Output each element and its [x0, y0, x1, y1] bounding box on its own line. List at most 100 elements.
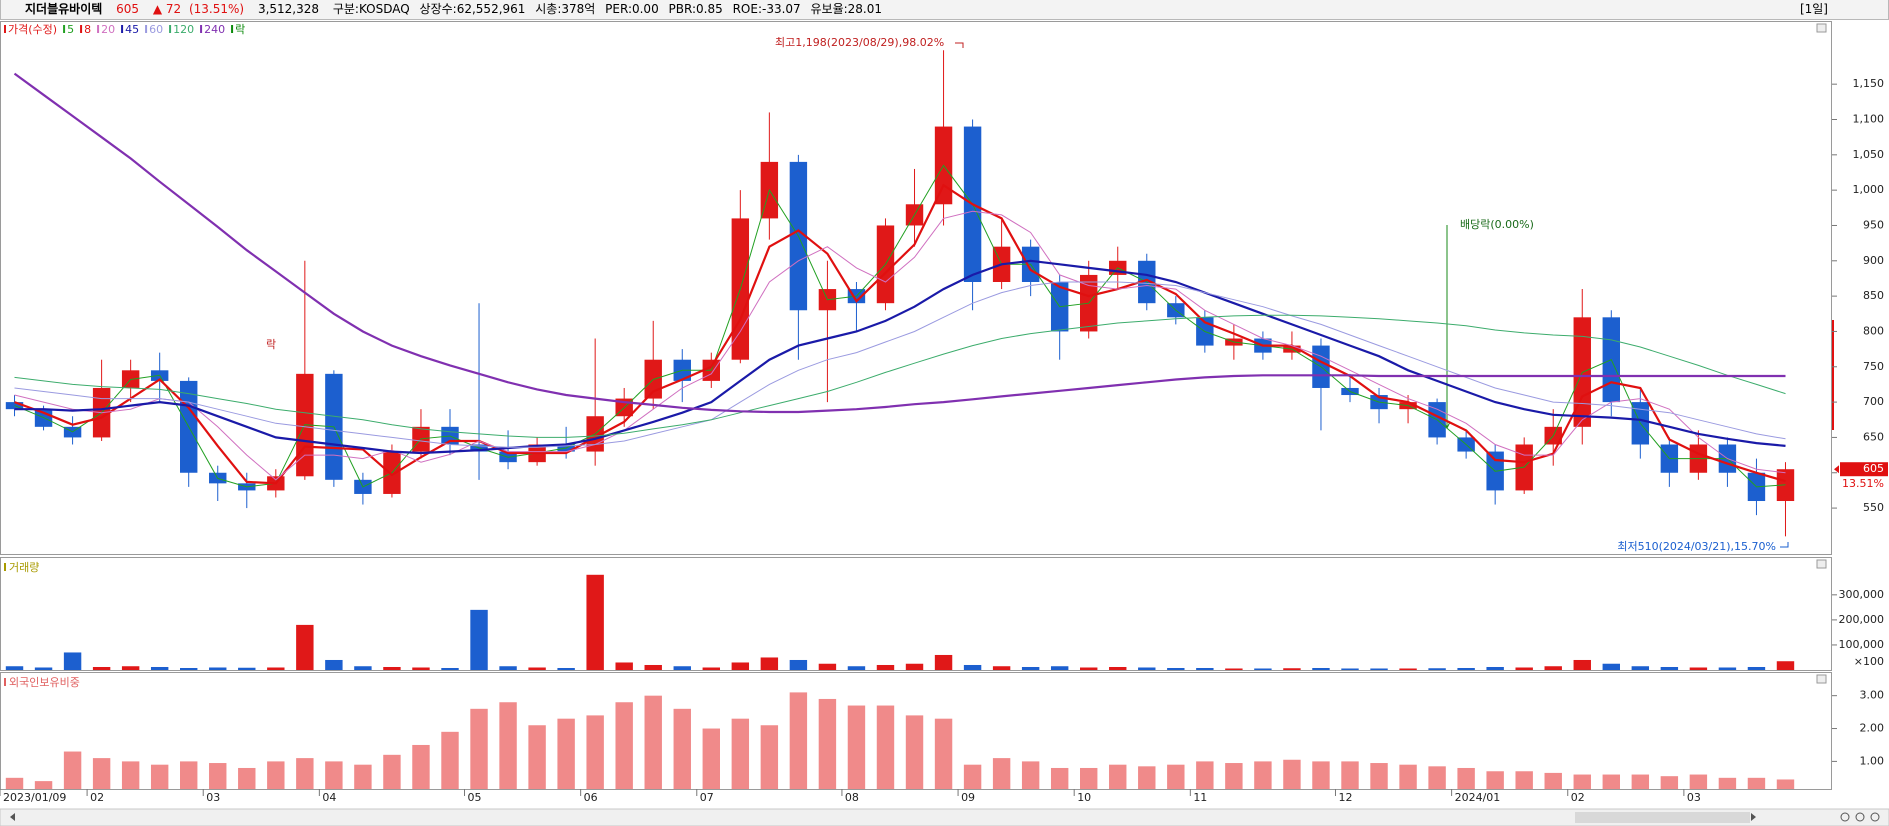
bar	[325, 659, 343, 670]
x-tick-label: 02	[90, 791, 104, 804]
bar	[1457, 767, 1475, 789]
bar	[499, 666, 517, 670]
bar	[238, 667, 256, 670]
bar	[876, 705, 895, 789]
pane-button[interactable]	[1816, 674, 1827, 684]
bar	[847, 705, 866, 789]
legend-swatch	[231, 25, 234, 33]
bar	[1747, 777, 1766, 789]
bar	[267, 667, 285, 670]
bar	[818, 698, 837, 789]
bar	[1399, 668, 1417, 670]
bar	[615, 702, 633, 789]
pane-button[interactable]	[1816, 23, 1827, 33]
bar	[1370, 668, 1388, 670]
bar	[528, 725, 546, 789]
bars	[5, 574, 1795, 670]
y-tick-label: 300,000	[1839, 588, 1885, 601]
bar	[1341, 761, 1359, 789]
ma-line	[14, 210, 1786, 481]
bar	[34, 667, 53, 670]
scroll-thumb[interactable]	[1575, 812, 1750, 823]
bar	[180, 761, 198, 789]
bar	[934, 654, 953, 670]
low-arrow	[1780, 542, 1789, 548]
bar	[1515, 771, 1533, 789]
volume-pane	[0, 557, 1832, 671]
stock-change-pct: (13.51%)	[188, 2, 245, 16]
bar	[354, 666, 372, 670]
bar	[557, 667, 575, 670]
bar	[1312, 667, 1330, 670]
x-tick-label: 2024/01	[1455, 791, 1501, 804]
last-price-label: 605	[1863, 462, 1884, 475]
bar	[1196, 761, 1214, 789]
period-button[interactable]: [1일]	[1799, 2, 1828, 16]
y-tick-label: 800	[1863, 324, 1884, 337]
y-tick-label: 650	[1863, 430, 1884, 443]
legend-swatch	[145, 25, 148, 33]
legend-label: 8	[84, 23, 91, 36]
bar	[789, 692, 808, 789]
info: PBR:0.85	[668, 2, 723, 16]
bar	[963, 664, 982, 670]
bar	[63, 652, 82, 670]
bar	[1196, 667, 1214, 670]
stock-name: 지더블유바이텍	[25, 2, 103, 16]
bar	[296, 624, 314, 670]
bar	[1486, 666, 1504, 670]
bar	[1138, 667, 1156, 670]
bar	[673, 666, 691, 670]
bar	[92, 758, 111, 789]
zoom-buttons[interactable]	[1840, 812, 1880, 822]
bar	[702, 667, 720, 670]
bar	[1283, 759, 1301, 789]
bar	[789, 659, 808, 670]
bar	[1747, 666, 1766, 670]
legend-swatch	[80, 25, 83, 33]
legend-label: 45	[125, 23, 139, 36]
bar	[731, 718, 750, 789]
bar	[1254, 761, 1272, 789]
x-tick-label: 10	[1077, 791, 1091, 804]
bar	[1660, 776, 1679, 789]
pane-swatch	[4, 678, 6, 686]
legend-swatch	[4, 25, 6, 33]
x-tick-label: 07	[700, 791, 714, 804]
last-price-pointer	[1834, 465, 1839, 474]
bar	[209, 667, 227, 670]
x-tick-label: 12	[1338, 791, 1352, 804]
bar	[1602, 774, 1620, 789]
bar	[1399, 764, 1417, 789]
pane-title: 외국인보유비중	[9, 676, 80, 689]
bar	[963, 764, 982, 789]
bar	[383, 666, 401, 670]
x-tick-label: 2023/01/09	[3, 791, 66, 804]
bar	[586, 715, 604, 789]
bar	[63, 751, 82, 789]
bar	[1312, 761, 1330, 789]
bar	[441, 731, 459, 789]
bar	[1515, 667, 1533, 670]
bar	[905, 715, 924, 789]
bar	[1254, 668, 1272, 670]
foreign-pane	[0, 672, 1832, 790]
stock-volume: 3,512,328	[257, 2, 320, 16]
x-tick-label: 05	[468, 791, 482, 804]
high-annotation: 최고1,198(2023/08/29),98.02%	[775, 36, 944, 49]
bar	[1689, 774, 1708, 789]
bar	[441, 667, 459, 670]
y-tick-label: 900	[1863, 254, 1884, 267]
pane-button[interactable]	[1816, 559, 1827, 569]
bar	[644, 695, 662, 789]
last-change-label: 13.51%	[1842, 477, 1884, 490]
legend-swatch	[63, 25, 66, 33]
scrollbar[interactable]	[0, 808, 1889, 826]
y-tick-label: 950	[1863, 218, 1884, 231]
bar	[528, 667, 546, 670]
bar	[615, 662, 633, 670]
ma-line	[14, 281, 1786, 448]
bar	[1602, 663, 1620, 670]
info: 구분:KOSDAQ	[332, 2, 410, 16]
legend-swatch	[200, 25, 203, 33]
